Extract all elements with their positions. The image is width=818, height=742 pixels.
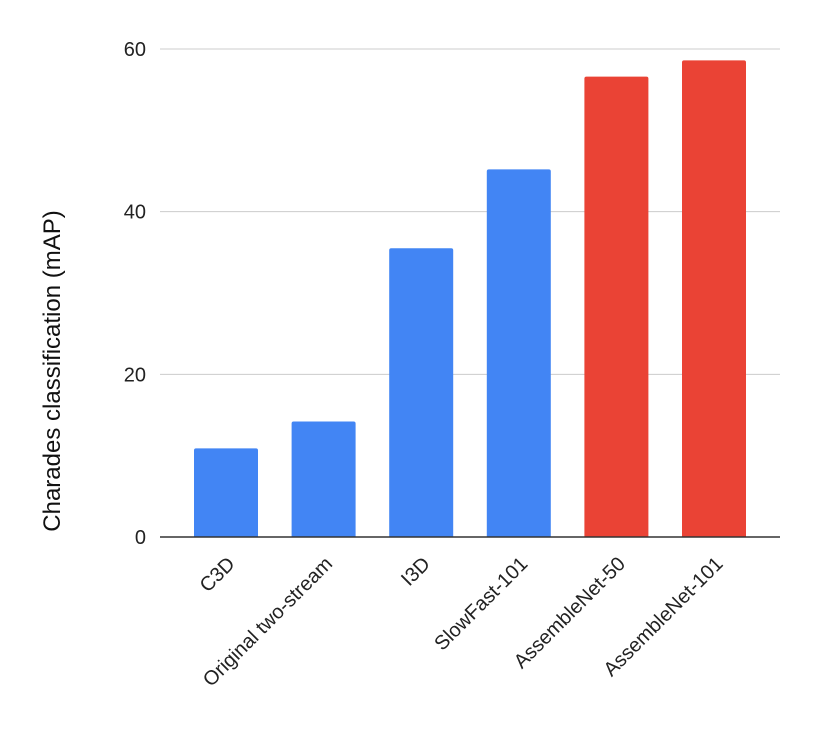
x-category-label: C3D xyxy=(196,553,240,597)
bar-c3d xyxy=(194,448,258,537)
bars xyxy=(194,60,746,538)
y-tick-label: 0 xyxy=(135,527,146,549)
y-tick-label: 60 xyxy=(124,39,146,61)
bar-original-two-stream xyxy=(291,421,356,537)
x-category-label: I3D xyxy=(397,553,435,591)
bar-assemblenet-50 xyxy=(584,76,649,538)
y-axis-tick-labels: 0 20 40 60 xyxy=(124,39,146,549)
x-category-label: SlowFast-101 xyxy=(430,553,532,655)
bar-assemblenet-101 xyxy=(682,60,746,538)
bar-i3d xyxy=(389,248,454,537)
y-tick-label: 20 xyxy=(124,364,146,386)
bar-slowfast-101 xyxy=(486,169,551,537)
y-axis-title: Charades classification (mAP) xyxy=(39,210,66,531)
y-tick-label: 40 xyxy=(124,202,146,224)
gridlines xyxy=(160,48,780,375)
